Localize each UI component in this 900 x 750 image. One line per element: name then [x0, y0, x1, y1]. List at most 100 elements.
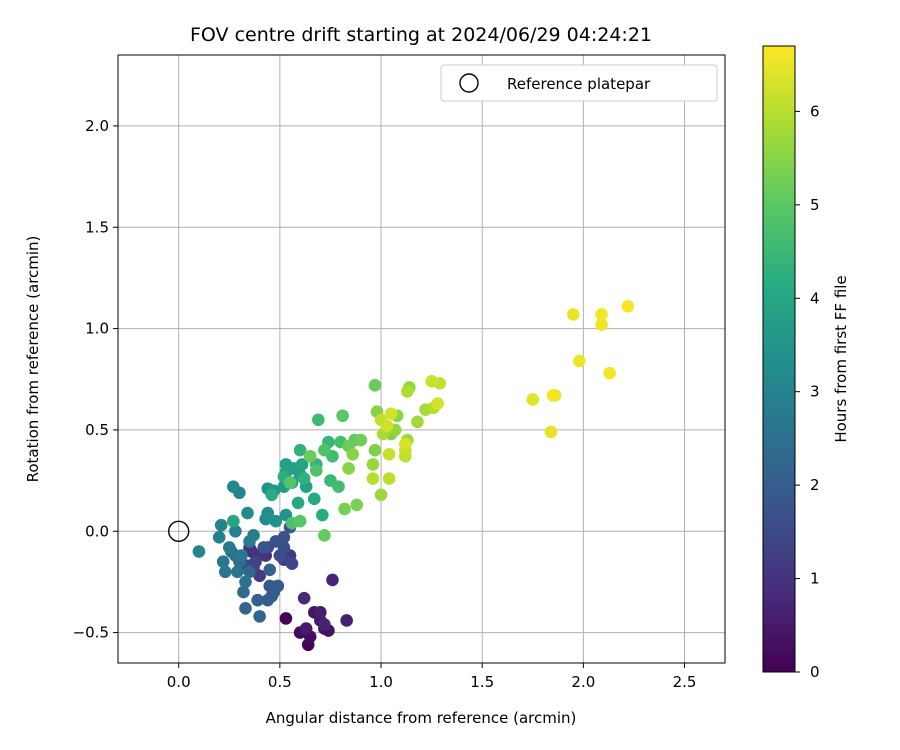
data-point — [316, 508, 329, 522]
data-point — [546, 389, 560, 402]
data-point — [350, 498, 364, 512]
data-point — [299, 622, 313, 635]
x-axis-ticks: 0.0 0.5 1.0 1.5 2.0 2.5 — [167, 663, 697, 691]
data-point — [291, 496, 305, 510]
data-point — [332, 480, 345, 493]
y-tick-label: 1.0 — [85, 320, 109, 338]
colorbar-tick-label: 3 — [810, 383, 820, 401]
data-point — [239, 601, 252, 615]
data-point — [285, 557, 299, 570]
colorbar-label: Hours from first FF file — [832, 275, 850, 442]
data-point — [346, 447, 360, 461]
data-point — [293, 443, 307, 457]
data-point — [216, 555, 230, 568]
data-point — [227, 480, 240, 493]
data-point — [263, 563, 277, 577]
data-point — [297, 472, 311, 485]
x-axis-label: Angular distance from reference (arcmin) — [266, 709, 577, 727]
data-point — [366, 472, 380, 485]
data-point — [314, 606, 327, 619]
x-tick-label: 0.0 — [167, 673, 191, 691]
data-point — [251, 593, 264, 607]
data-point — [318, 618, 331, 631]
data-point — [318, 443, 331, 457]
colorbar-tick-label: 2 — [810, 476, 820, 494]
data-point — [368, 379, 382, 392]
data-point — [257, 541, 270, 554]
data-point — [297, 591, 311, 605]
data-point — [431, 397, 444, 410]
x-tick-label: 2.0 — [571, 673, 595, 691]
data-point — [595, 318, 608, 331]
colorbar — [762, 45, 796, 673]
data-point — [380, 419, 394, 433]
y-tick-label: 0.5 — [85, 421, 109, 439]
data-point — [573, 354, 586, 368]
data-point — [603, 366, 616, 380]
legend-box — [440, 64, 718, 102]
legend-label: Reference platepar — [507, 75, 651, 93]
data-point — [212, 531, 226, 544]
data-point — [247, 529, 260, 542]
legend-marker-icon — [459, 73, 479, 93]
data-point — [368, 443, 382, 457]
data-point — [218, 565, 232, 579]
data-point — [318, 529, 331, 542]
x-tick-label: 2.5 — [673, 673, 697, 691]
data-point — [526, 393, 540, 406]
data-point — [237, 585, 250, 599]
data-point — [269, 514, 283, 528]
x-tick-label: 0.5 — [268, 673, 292, 691]
data-point — [338, 502, 351, 516]
data-point — [214, 518, 228, 532]
colorbar-tick-label: 6 — [810, 102, 820, 120]
data-point — [283, 476, 297, 489]
data-point — [239, 575, 252, 589]
chart-title: FOV centre drift starting at 2024/06/29 … — [190, 24, 652, 46]
colorbar-tick-label: 4 — [810, 289, 820, 307]
data-point — [312, 413, 325, 427]
data-point — [382, 472, 396, 485]
data-point — [192, 545, 206, 558]
data-point — [366, 458, 380, 471]
data-point — [382, 447, 396, 461]
data-point — [309, 464, 323, 477]
plot-frame — [117, 54, 726, 664]
data-point — [235, 549, 248, 562]
data-point — [374, 488, 388, 502]
colorbar-tick-label: 5 — [810, 196, 820, 214]
colorbar-ticks: 0 1 2 3 4 5 6 — [795, 102, 820, 681]
data-point — [399, 437, 412, 451]
data-point — [621, 300, 635, 313]
y-tick-label: 1.5 — [85, 218, 109, 236]
data-point — [279, 458, 293, 471]
data-point — [340, 614, 353, 627]
data-point — [544, 425, 558, 439]
data-point — [595, 308, 608, 321]
data-point — [222, 541, 236, 554]
y-tick-label: 2.0 — [85, 117, 109, 135]
data-point — [303, 449, 317, 463]
data-point — [425, 374, 438, 388]
data-point — [307, 492, 321, 506]
colorbar-tick-label: 0 — [810, 663, 820, 681]
data-point — [295, 458, 309, 471]
data-point — [401, 385, 414, 398]
data-point — [253, 610, 266, 623]
data-point — [231, 565, 244, 579]
reference-marker — [167, 520, 190, 542]
data-point — [411, 415, 424, 429]
data-point — [265, 488, 279, 502]
data-point — [229, 524, 242, 538]
data-point — [354, 433, 368, 447]
data-point — [342, 462, 355, 475]
data-point — [293, 514, 307, 528]
data-point — [261, 506, 275, 520]
data-point — [271, 579, 285, 593]
colorbar-tick-label: 1 — [810, 570, 820, 588]
data-point — [566, 308, 580, 321]
x-tick-label: 1.0 — [369, 673, 393, 691]
data-point — [384, 407, 398, 421]
data-point — [261, 593, 275, 607]
